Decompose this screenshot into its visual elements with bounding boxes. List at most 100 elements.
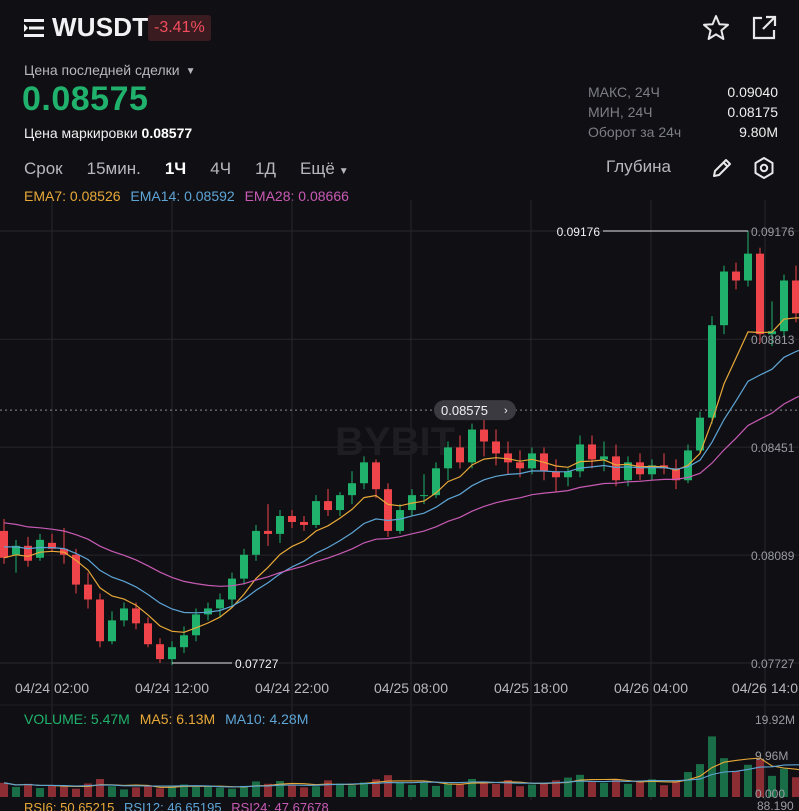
- candle: [204, 602, 212, 621]
- volume-bar: [384, 775, 392, 797]
- stat-high: МАКС, 24Ч 0.09040: [588, 82, 778, 102]
- volume-bars: [0, 736, 799, 797]
- volume-bar: [360, 782, 368, 797]
- volume-bar: [24, 783, 32, 797]
- volume-bar: [480, 781, 488, 797]
- star-icon[interactable]: [702, 14, 730, 42]
- candle: [168, 641, 176, 666]
- volume-bar: [372, 779, 380, 797]
- volume-bar: [48, 785, 56, 797]
- candle-body: [144, 623, 152, 645]
- volume-bar: [120, 789, 128, 797]
- candle-body: [252, 530, 260, 555]
- candle-body: [336, 495, 344, 511]
- volume-axis-label: 19.92M: [755, 713, 795, 727]
- candle: [384, 483, 392, 537]
- candle: [480, 417, 488, 457]
- candle: [672, 459, 680, 490]
- candle: [312, 495, 320, 528]
- candle: [540, 447, 548, 481]
- volume-bar: [264, 783, 272, 797]
- candle: [252, 524, 260, 561]
- candle: [60, 527, 68, 564]
- volume-bar: [456, 784, 464, 797]
- candle: [708, 316, 716, 424]
- candle: [288, 510, 296, 528]
- volume-bar: [288, 784, 296, 797]
- candle: [264, 504, 272, 546]
- candle-body: [48, 542, 56, 549]
- stats-panel: МАКС, 24Ч 0.09040 МИН, 24Ч 0.08175 Оборо…: [588, 82, 778, 142]
- tab-more[interactable]: Ещё ▼: [300, 159, 349, 179]
- menu-icon[interactable]: [24, 18, 46, 38]
- volume-bar: [420, 782, 428, 797]
- depth-tab[interactable]: Глубина: [606, 157, 671, 176]
- candle: [12, 539, 20, 573]
- chart-annotations: 0.09176 0.07727 0.08575 ›: [0, 225, 799, 671]
- ema7-line: [3, 317, 799, 633]
- candle: [660, 453, 668, 475]
- candle-body: [528, 453, 536, 469]
- tab-1h[interactable]: 1Ч: [164, 159, 187, 178]
- caret-down-icon: ▼: [338, 166, 349, 177]
- candle-body: [300, 521, 308, 525]
- price-axis-label: 0.08089: [751, 549, 795, 563]
- candle: [0, 519, 8, 564]
- candle-body: [216, 599, 224, 609]
- candle: [156, 638, 164, 663]
- ema14-label: EMA14: 0.08592: [130, 188, 235, 204]
- last-price-tag: 0.08575 ›: [434, 400, 516, 421]
- candle-body: [168, 647, 176, 660]
- candle: [132, 602, 140, 630]
- candle-body: [504, 453, 512, 463]
- candle: [228, 572, 236, 606]
- candle: [72, 548, 80, 594]
- gear-icon[interactable]: [752, 156, 776, 180]
- candle: [372, 459, 380, 499]
- candle: [360, 456, 368, 490]
- ma10-line: [3, 764, 799, 788]
- stat-low: МИН, 24Ч 0.08175: [588, 102, 778, 122]
- candle: [696, 411, 704, 454]
- candle: [300, 516, 308, 531]
- pencil-icon[interactable]: [710, 156, 734, 180]
- price-chart[interactable]: BYBIT 0.09176 0.07727 0.08575 › 0.09176 0.08…: [0, 200, 799, 811]
- volume-bar: [696, 764, 704, 797]
- tab-15m[interactable]: 15мин.: [86, 159, 141, 178]
- volume-bar: [576, 774, 584, 797]
- ma10-label: MA10: 4.28M: [225, 711, 309, 727]
- candle: [192, 608, 200, 642]
- price-axis: 0.09176 0.08813 0.08451 0.08089 0.07727: [751, 225, 795, 671]
- time-axis-label: 04/24 12:00: [135, 680, 209, 696]
- candle-body: [84, 584, 92, 600]
- volume-bar: [468, 778, 476, 797]
- candle: [456, 435, 464, 469]
- candle-body: [204, 608, 212, 615]
- time-axis-label: 04/24 02:00: [15, 680, 89, 696]
- tab-1d[interactable]: 1Д: [255, 159, 277, 178]
- symbol-title[interactable]: WUSDT: [52, 12, 149, 42]
- candle-body: [492, 441, 500, 454]
- tab-4h[interactable]: 4Ч: [210, 159, 232, 178]
- last-price-selector[interactable]: Цена последней сделки ▼: [24, 62, 195, 78]
- volume-bar: [324, 780, 332, 797]
- volume-bar: [756, 759, 764, 797]
- volume-bar: [492, 783, 500, 797]
- volume-bar: [444, 783, 452, 797]
- volume-bar: [636, 781, 644, 797]
- candle-body: [552, 471, 560, 478]
- time-axis-label: 04/24 22:00: [255, 680, 329, 696]
- stat-turnover: Оборот за 24ч 9.80M: [588, 122, 778, 142]
- volume-bar: [408, 784, 416, 797]
- candle-body: [192, 614, 200, 636]
- share-icon[interactable]: [750, 14, 778, 42]
- chart-grid: [0, 200, 799, 800]
- volume-bar: [600, 782, 608, 797]
- volume-legend: VOLUME: 5.47M MA5: 6.13M MA10: 4.28M: [24, 711, 314, 727]
- tab-period[interactable]: Срок: [24, 159, 63, 178]
- candle: [792, 265, 799, 323]
- candle: [492, 429, 500, 466]
- rsi24-label: RSI24: 47.67678: [231, 800, 329, 811]
- candle-body: [648, 465, 656, 475]
